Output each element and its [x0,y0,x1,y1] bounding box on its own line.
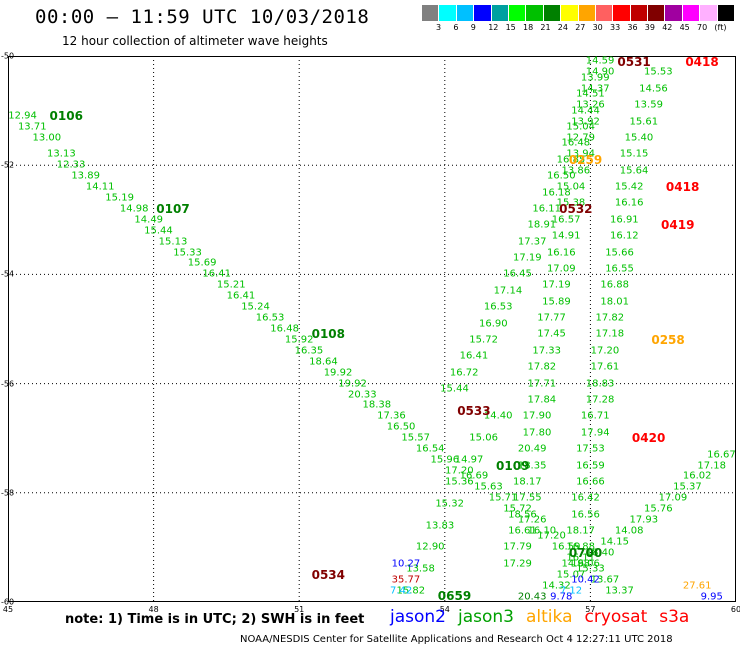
map-title: 00:00 – 11:59 UTC 10/03/2018 [35,6,370,28]
scale-swatch [508,5,527,21]
scale-swatch [526,5,544,21]
scale-label: 12 [488,23,499,32]
scale-swatch [491,5,509,21]
scale-swatch [595,5,614,21]
scale-label: 36 [627,23,638,32]
scale-swatch [700,5,718,21]
scale-label: 45 [679,23,690,32]
legend-s3a: s3a [659,607,690,627]
lon-tick-label: 60 [730,605,740,614]
map-footer: NOAA/NESDIS Center for Satellite Applica… [240,634,673,645]
satellite-legend: jason2 jason3 altika cryosat s3a [390,607,701,627]
lon-tick-label: 45 [2,605,14,614]
legend-jason3: jason3 [458,607,514,627]
map-border [8,56,736,602]
legend-jason2: jason2 [390,607,446,627]
scale-swatch [439,5,457,21]
scale-label: (ft) [714,23,727,32]
color-scale-labels: 3 6 9 12 15 18 21 24 27 30 33 36 39 42 45 70 (ft) [422,21,740,33]
scale-label: 24 [557,23,568,32]
scale-swatch [456,5,475,21]
scale-label: 42 [662,23,673,32]
scale-label: 70 [697,23,708,32]
scale-label: 6 [453,23,459,32]
map-frame [8,56,736,602]
scale-label: 33 [610,23,621,32]
scale-swatch [561,5,579,21]
scale-label: 15 [505,23,516,32]
scale-swatch [613,5,631,21]
scale-swatch [543,5,562,21]
color-scale-bar [422,5,740,21]
scale-label: 39 [644,23,655,32]
scale-swatch [578,5,596,21]
scale-swatch [682,5,701,21]
scale-swatch [630,5,649,21]
scale-label: 18 [523,23,534,32]
legend-altika: altika [526,607,573,627]
scale-label: 27 [575,23,586,32]
scale-swatch [717,5,736,21]
scale-swatch [474,5,492,21]
scale-swatch [422,5,440,21]
map-subtitle: 12 hour collection of altimeter wave hei… [62,34,328,48]
scale-label: 9 [470,23,476,32]
scale-label: 3 [436,23,442,32]
scale-swatch [648,5,666,21]
map-note: note: 1) Time is in UTC; 2) SWH is in fe… [65,612,365,627]
scale-swatch [665,5,683,21]
scale-label: 21 [540,23,551,32]
scale-label: 30 [592,23,603,32]
legend-cryosat: cryosat [584,607,648,627]
map-plot: -50 -52 -54 -56 -58 -60 45 48 51 54 57 60 12.94 13.71… [1,52,740,615]
color-scale: 3 6 9 12 15 18 21 24 27 30 33 36 39 42 45 70 (ft) [422,5,740,35]
